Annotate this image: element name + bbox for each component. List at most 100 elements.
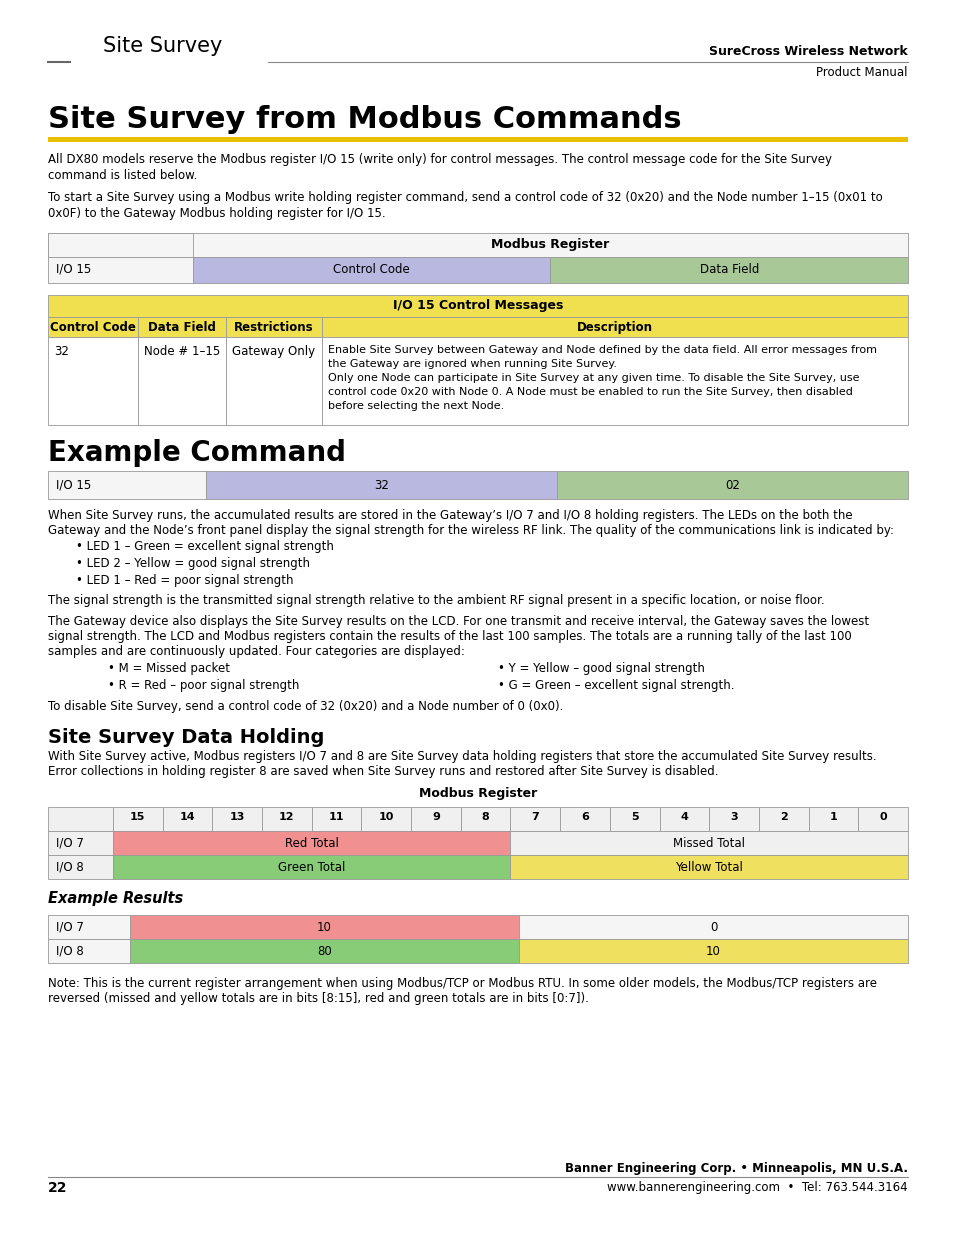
Text: I/O 15: I/O 15	[56, 263, 91, 275]
Bar	[226, 317, 322, 337]
Bar	[130, 939, 518, 963]
Text: Control Code: Control Code	[333, 263, 410, 275]
Text: 9: 9	[432, 811, 439, 823]
Text: 8: 8	[481, 811, 489, 823]
Text: 02: 02	[724, 479, 740, 492]
Text: I/O 15: I/O 15	[56, 479, 91, 492]
Text: Description: Description	[577, 321, 652, 333]
Bar	[708, 806, 759, 831]
Text: Modbus Register: Modbus Register	[418, 787, 537, 800]
Text: Example Results: Example Results	[48, 890, 183, 906]
Bar	[262, 806, 312, 831]
Text: control code 0x20 with Node 0. A Node must be enabled to run the Site Survey, th: control code 0x20 with Node 0. A Node mu…	[328, 387, 852, 396]
Bar	[361, 806, 411, 831]
Bar	[48, 317, 138, 337]
Text: Site Survey Data Holding: Site Survey Data Holding	[48, 727, 324, 747]
Bar	[411, 806, 460, 831]
Bar	[112, 855, 510, 879]
Text: Modbus Register: Modbus Register	[491, 238, 609, 251]
Text: I/O 15 Control Messages: I/O 15 Control Messages	[393, 299, 562, 312]
Text: Yellow Total: Yellow Total	[675, 861, 742, 874]
Text: Product Manual: Product Manual	[816, 65, 907, 79]
Bar	[808, 806, 858, 831]
Text: 7: 7	[531, 811, 538, 823]
Text: SureCross Wireless Network: SureCross Wireless Network	[708, 44, 907, 58]
Bar	[659, 806, 708, 831]
Text: 12: 12	[279, 811, 294, 823]
Bar	[557, 471, 907, 499]
Text: I/O 8: I/O 8	[56, 945, 84, 958]
Text: 3: 3	[729, 811, 737, 823]
Bar	[48, 471, 206, 499]
Text: 1: 1	[829, 811, 837, 823]
Text: 13: 13	[230, 811, 245, 823]
Text: 80: 80	[316, 945, 332, 958]
Bar	[48, 233, 193, 257]
Text: The signal strength is the transmitted signal strength relative to the ambient R: The signal strength is the transmitted s…	[48, 594, 823, 606]
Bar	[518, 939, 907, 963]
Text: Control Code: Control Code	[50, 321, 135, 333]
Text: 10: 10	[378, 811, 394, 823]
Bar	[48, 939, 130, 963]
Bar	[322, 317, 907, 337]
Text: When Site Survey runs, the accumulated results are stored in the Gateway’s I/O 7: When Site Survey runs, the accumulated r…	[48, 509, 852, 522]
Text: • LED 2 – Yellow = good signal strength: • LED 2 – Yellow = good signal strength	[76, 557, 310, 571]
Text: before selecting the next Node.: before selecting the next Node.	[328, 401, 504, 411]
Bar	[163, 806, 213, 831]
Text: Only one Node can participate in Site Survey at any given time. To disable the S: Only one Node can participate in Site Su…	[328, 373, 859, 383]
Text: 0: 0	[709, 921, 717, 934]
Text: I/O 8: I/O 8	[56, 861, 84, 874]
Bar	[518, 915, 907, 939]
Bar	[312, 806, 361, 831]
Bar	[858, 806, 907, 831]
Text: 15: 15	[130, 811, 146, 823]
Text: Example Command: Example Command	[48, 438, 346, 467]
Text: signal strength. The LCD and Modbus registers contain the results of the last 10: signal strength. The LCD and Modbus regi…	[48, 630, 851, 643]
Bar	[48, 855, 112, 879]
Text: Gateway and the Node’s front panel display the signal strength for the wireless : Gateway and the Node’s front panel displ…	[48, 524, 893, 537]
Bar	[48, 233, 907, 257]
Bar	[510, 806, 559, 831]
Bar	[510, 855, 907, 879]
Text: Data Field: Data Field	[148, 321, 215, 333]
Text: • R = Red – poor signal strength: • R = Red – poor signal strength	[108, 679, 299, 692]
Text: • M = Missed packet: • M = Missed packet	[108, 662, 230, 676]
Text: Red Total: Red Total	[285, 837, 338, 850]
Text: 6: 6	[580, 811, 588, 823]
Text: samples and are continuously updated. Four categories are displayed:: samples and are continuously updated. Fo…	[48, 645, 464, 658]
Bar	[609, 806, 659, 831]
Text: 32: 32	[374, 479, 389, 492]
Bar	[322, 337, 907, 425]
Bar	[138, 337, 226, 425]
Text: 5: 5	[630, 811, 638, 823]
Text: Note: This is the current register arrangement when using Modbus/TCP or Modbus R: Note: This is the current register arran…	[48, 977, 876, 990]
Bar	[48, 337, 138, 425]
Bar	[48, 137, 907, 142]
Text: Node # 1–15: Node # 1–15	[144, 345, 220, 358]
Bar	[226, 337, 322, 425]
Text: Error collections in holding register 8 are saved when Site Survey runs and rest: Error collections in holding register 8 …	[48, 764, 718, 778]
Text: Banner Engineering Corp. • Minneapolis, MN U.S.A.: Banner Engineering Corp. • Minneapolis, …	[564, 1162, 907, 1174]
Text: With Site Survey active, Modbus registers I/O 7 and 8 are Site Survey data holdi: With Site Survey active, Modbus register…	[48, 750, 876, 763]
Text: • G = Green – excellent signal strength.: • G = Green – excellent signal strength.	[497, 679, 734, 692]
Text: Site Survey: Site Survey	[103, 36, 222, 56]
Text: • LED 1 – Red = poor signal strength: • LED 1 – Red = poor signal strength	[76, 574, 294, 587]
Text: the Gateway are ignored when running Site Survey.: the Gateway are ignored when running Sit…	[328, 359, 617, 369]
Bar	[48, 831, 112, 855]
Text: 14: 14	[179, 811, 195, 823]
Bar	[112, 831, 510, 855]
Text: 11: 11	[329, 811, 344, 823]
Bar	[460, 806, 510, 831]
Bar	[213, 806, 262, 831]
Text: 0x0F) to the Gateway Modbus holding register for I/O 15.: 0x0F) to the Gateway Modbus holding regi…	[48, 207, 385, 220]
Text: Green Total: Green Total	[277, 861, 345, 874]
Text: I/O 7: I/O 7	[56, 837, 84, 850]
Text: • LED 1 – Green = excellent signal strength: • LED 1 – Green = excellent signal stren…	[76, 540, 334, 553]
Text: 4: 4	[679, 811, 688, 823]
Bar	[112, 806, 163, 831]
Bar	[193, 257, 550, 283]
Bar	[206, 471, 557, 499]
Text: All DX80 models reserve the Modbus register I/O 15 (write only) for control mess: All DX80 models reserve the Modbus regis…	[48, 153, 831, 165]
Text: 32: 32	[54, 345, 69, 358]
Bar	[510, 831, 907, 855]
